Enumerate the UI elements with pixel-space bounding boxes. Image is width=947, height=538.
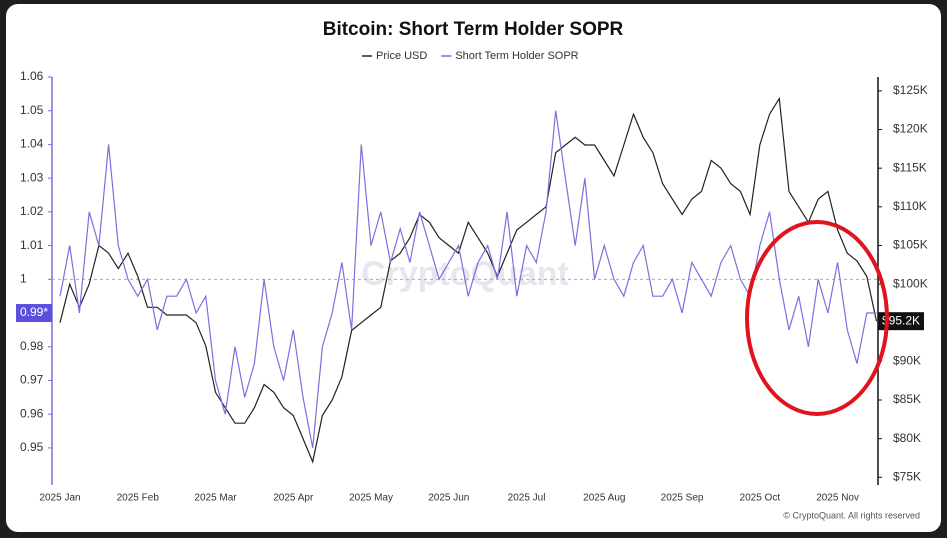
y-tick-label: 1.01 [20,238,44,252]
x-tick-label: 2025 Apr [273,493,314,504]
y-tick-label: 1.02 [20,204,44,218]
y-tick-label: 0.98 [20,339,44,353]
series-line [59,110,877,449]
y2-tick-label: $120K [893,122,928,136]
y2-tick-label: $125K [893,83,928,97]
panel [6,4,941,532]
legend-label: Short Term Holder SOPR [455,50,578,62]
y2-tick-label: $100K [893,276,928,290]
y2-tick-label: $85K [893,392,921,406]
last-value-label: $95.2K [882,313,920,327]
x-tick-label: 2025 Jan [39,493,80,504]
y2-tick-label: $80K [893,431,921,445]
x-tick-label: 2025 Jun [428,493,469,504]
last-value-box [16,304,52,323]
x-tick-label: 2025 Aug [583,493,625,504]
y-tick-label: 1.05 [20,103,44,117]
x-tick-label: 2025 May [349,493,393,504]
highlight-circle [745,220,889,416]
x-tick-label: 2025 Mar [194,493,237,504]
x-tick-label: 2025 Sep [661,493,704,504]
y-tick-label: 1.06 [20,69,44,83]
y-tick-label: 1.04 [20,137,44,151]
y-tick-label: 0.95 [20,440,44,454]
chart-title: Bitcoin: Short Term Holder SOPR [323,19,624,40]
x-tick-label: 2025 Feb [117,493,160,504]
y-tick-label: 0.96 [20,406,44,420]
y2-tick-label: $75K [893,469,921,483]
series-line [59,96,878,464]
y2-tick-label: $90K [893,354,921,368]
x-tick-label: 2025 Jul [508,493,546,504]
y2-tick-label: $110K [893,199,927,213]
last-value-label: 0.99* [20,305,48,319]
y-tick-label: 1 [20,271,27,285]
y2-tick-label: $115K [893,160,927,174]
x-tick-label: 2025 Nov [816,493,859,504]
y-tick-label: 0.97 [20,373,44,387]
y2-tick-label: $105K [893,238,928,252]
y-tick-label: 1.03 [20,170,44,184]
last-value-box [878,312,924,331]
watermark: CryptoQuant [361,255,569,293]
copyright: © CryptoQuant. All rights reserved [783,510,920,520]
x-tick-label: 2025 Oct [740,493,781,504]
legend-label: Price USD [376,50,427,62]
